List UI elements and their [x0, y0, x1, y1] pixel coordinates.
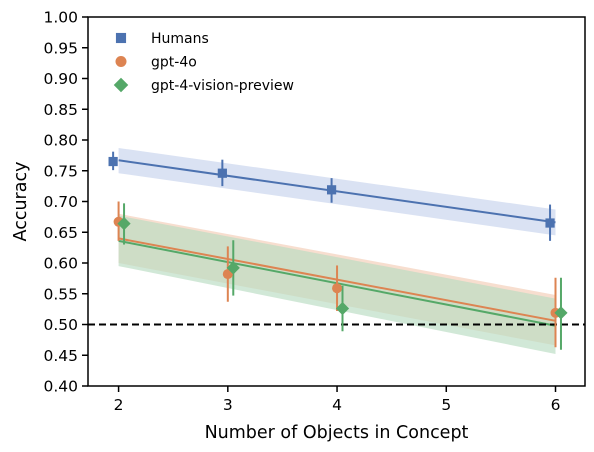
- x-tick-label: 2: [114, 396, 124, 414]
- y-tick-label: 0.45: [43, 347, 78, 365]
- gpt-4-vision-preview-point: [226, 261, 240, 275]
- humans-legend-label: Humans: [151, 31, 209, 47]
- y-axis-ticks: 0.40 0.45 0.50 0.55 0.60 0.65 0.70 0.75 0.80 0.85…: [43, 9, 88, 396]
- gpt-4-vision-preview-point: [335, 301, 350, 316]
- gpt-4o-legend-label: gpt-4o: [151, 55, 197, 71]
- y-tick-label: 0.40: [43, 378, 78, 396]
- y-tick-label: 0.85: [43, 101, 78, 119]
- gpt-4-vision-preview-point: [554, 306, 568, 320]
- y-tick-label: 0.65: [43, 224, 78, 242]
- humans-legend-marker: [115, 32, 127, 44]
- y-tick-label: 0.95: [43, 39, 78, 57]
- y-tick-label: 0.70: [43, 193, 78, 211]
- gpt-4-vision-preview-legend-marker: [113, 77, 129, 93]
- gpt-4-vision-preview-legend-label: gpt-4-vision-preview: [151, 78, 294, 94]
- humans-fit-line: [118, 159, 556, 224]
- humans-point: [326, 185, 337, 195]
- gpt-4o-point: [332, 283, 343, 294]
- x-tick-label: 4: [332, 396, 342, 414]
- y-tick-label: 0.75: [43, 162, 78, 180]
- y-tick-label: 1.00: [43, 9, 78, 27]
- x-axis-ticks: 2 3 4 5 6: [114, 386, 561, 414]
- y-tick-label: 0.60: [43, 255, 78, 273]
- y-tick-label: 0.90: [43, 70, 78, 88]
- y-tick-label: 0.80: [43, 132, 78, 150]
- x-tick-label: 3: [223, 396, 233, 414]
- gpt-4o-legend-marker: [115, 56, 127, 67]
- data-markers: [108, 156, 568, 320]
- y-axis-label: Accuracy: [11, 162, 31, 242]
- y-tick-label: 0.50: [43, 316, 78, 334]
- gpt-4o-point: [222, 269, 233, 280]
- humans-point: [545, 218, 555, 228]
- humans-point: [108, 156, 118, 167]
- humans-point: [217, 168, 227, 178]
- y-tick-label: 0.55: [43, 285, 78, 303]
- legend: Humans gpt-4o gpt-4-vision-preview: [113, 31, 294, 94]
- x-tick-label: 5: [441, 396, 451, 414]
- gpt-4-vision-preview-point: [117, 217, 131, 231]
- x-tick-label: 6: [551, 396, 561, 414]
- x-axis-label: Number of Objects in Concept: [205, 423, 469, 443]
